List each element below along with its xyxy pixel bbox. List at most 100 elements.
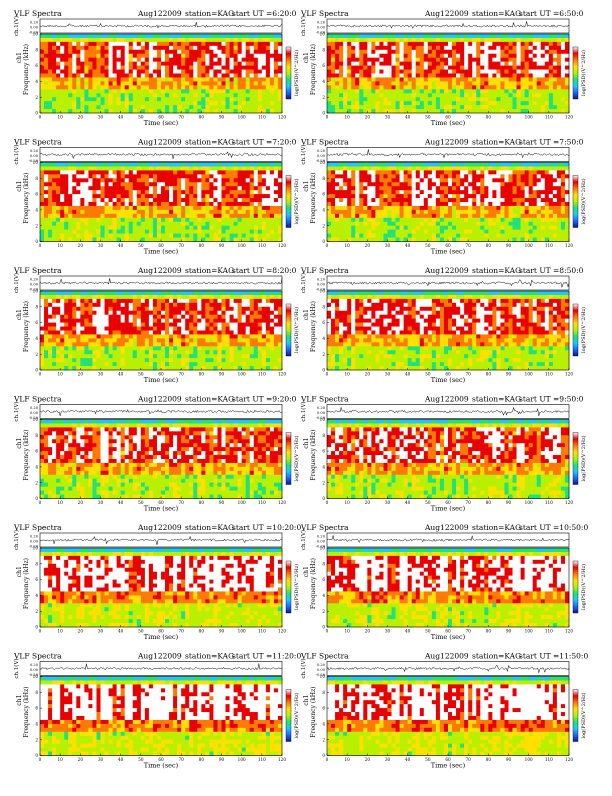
colorbar-label: log(PSD)(V^2/Hz) [580,178,587,224]
x-tick-label: 10 [57,629,63,634]
colorbar-label: log(PSD)(V^2/Hz) [580,692,587,738]
panel-date: Aug122009 [137,9,182,18]
y-axis-label: Frequency (kHz) [310,301,317,352]
y-tick-label: 4 [322,336,325,341]
panel-station: station=KAG [472,9,521,18]
y-tick-label: 10 [33,546,39,551]
y-tick-label: 6 [322,577,325,582]
y-axis-channel-label: ch1 [303,566,310,577]
x-tick-label: 100 [525,115,533,120]
y-tick-label: 4 [322,465,325,470]
panel-date: Aug122009 [137,138,182,147]
trace-tick-label: 0.20 [317,535,326,539]
y-tick-label: 4 [322,208,325,213]
spectrogram [327,420,569,499]
x-tick-label: 20 [78,629,84,634]
x-axis-label: Time (sec) [144,248,179,256]
trace-axis-label: ch.1(V) [13,658,20,678]
x-tick-label: 70 [465,500,471,505]
y-axis-label: Frequency (kHz) [23,558,30,609]
trace-tick-label: 0.00 [317,411,326,415]
y-tick-label: 6 [322,706,325,711]
x-tick-label: 100 [525,629,533,634]
y-tick-label: 2 [322,223,325,228]
spectrogram [40,677,282,756]
x-tick-label: 90 [506,115,512,120]
y-axis-label: Frequency (kHz) [310,558,317,609]
y-axis-label: Frequency (kHz) [23,44,30,95]
colorbar-label: log(PSD)(V^2/Hz) [293,50,300,96]
y-tick-label: 4 [35,336,38,341]
y-tick-label: 8 [35,176,38,181]
x-tick-label: 20 [78,757,84,762]
y-tick-label: 8 [35,561,38,566]
colorbar [286,690,291,742]
x-tick-label: 0 [39,115,42,120]
panel-start-time: start UT =10:50:0 [519,523,588,532]
trace-axis-label: ch.1(V) [300,16,307,36]
colorbar-label: log(PSD)(V^2/Hz) [580,307,587,353]
x-tick-label: 0 [39,629,42,634]
panel-start-time: start UT =7:50:0 [519,138,584,147]
trace-tick-label: 0.20 [317,149,326,153]
trace-tick-label: 0.00 [30,154,39,158]
trace-axis-label: ch.1(V) [300,530,307,550]
x-tick-label: 110 [258,115,266,120]
x-tick-label: 100 [238,629,246,634]
x-tick-label: 40 [405,629,411,634]
x-tick-label: 30 [385,500,391,505]
spectrogram [40,163,282,242]
trace-axis-label: ch.1(V) [13,144,20,164]
y-axis-label: Frequency (kHz) [23,173,30,224]
y-tick-label: 2 [35,737,38,742]
panel-title: VLF Spectra [13,523,62,532]
trace-axis-label: ch.1(V) [300,144,307,164]
panel-start-time: start UT =8:50:0 [519,266,584,275]
x-tick-label: 30 [385,243,391,248]
x-tick-label: 90 [219,243,225,248]
x-tick-label: 20 [365,500,371,505]
x-axis-label: Time (sec) [144,505,179,513]
y-tick-label: 8 [35,690,38,695]
x-tick-label: 30 [98,243,104,248]
y-axis-channel-label: ch1 [16,52,23,63]
x-tick-label: 90 [506,629,512,634]
trace-tick-label: 0.00 [30,411,39,415]
x-tick-label: 70 [178,757,184,762]
y-tick-label: 10 [33,160,39,165]
trace-tick-label: 0.00 [317,668,326,672]
x-tick-label: 30 [385,757,391,762]
y-tick-label: 4 [35,722,38,727]
x-tick-label: 100 [525,372,533,377]
spectrogram [327,163,569,242]
x-tick-label: 120 [278,629,286,634]
y-tick-label: 6 [35,577,38,582]
x-axis-label: Time (sec) [431,119,466,127]
x-tick-label: 90 [219,500,225,505]
spectrogram [327,34,569,113]
panel-date: Aug122009 [424,523,469,532]
x-tick-label: 120 [278,757,286,762]
x-tick-label: 30 [385,629,391,634]
x-tick-label: 80 [199,243,205,248]
panel-title: VLF Spectra [13,9,62,18]
x-tick-label: 90 [506,372,512,377]
x-tick-label: 10 [57,372,63,377]
x-tick-label: 0 [39,372,42,377]
trace-tick-label: 0.20 [317,21,326,25]
panel-date: Aug122009 [424,138,469,147]
panel-station: station=KAG [472,138,521,147]
y-tick-label: 8 [322,176,325,181]
y-tick-label: 10 [33,417,39,422]
colorbar-label: log(PSD)(V^2/Hz) [580,50,587,96]
x-tick-label: 120 [278,372,286,377]
x-tick-label: 80 [199,500,205,505]
x-tick-label: 0 [326,115,329,120]
